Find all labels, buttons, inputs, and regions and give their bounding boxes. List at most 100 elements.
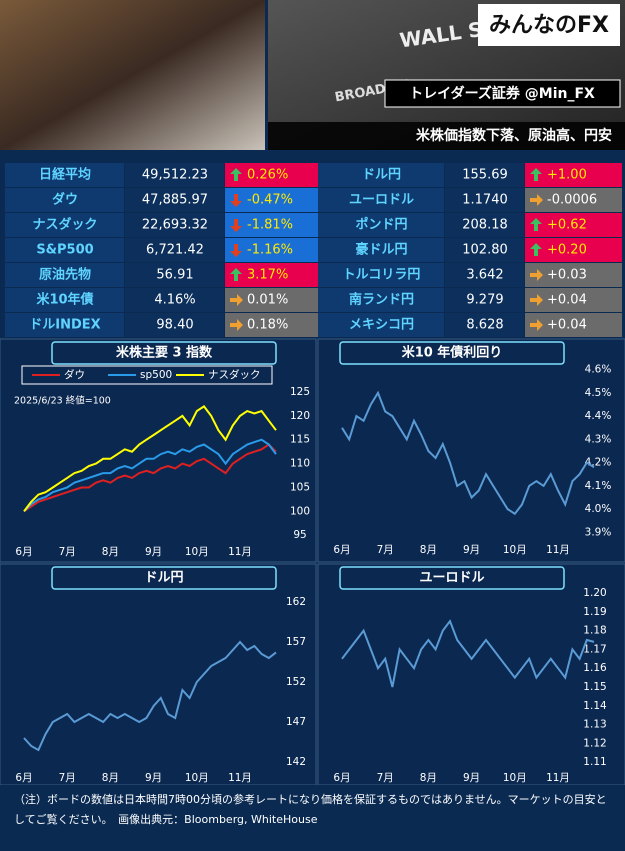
- x-tick-label: 11月: [546, 544, 570, 556]
- name-cell: [318, 263, 444, 287]
- change-arrow: [530, 218, 542, 231]
- change-value: 0.26%: [247, 168, 288, 183]
- market-value: 102.80: [462, 243, 508, 258]
- value-cell: [125, 288, 224, 312]
- y-tick-label: 4.0%: [585, 503, 612, 515]
- y-tick-label: 1.12: [583, 737, 606, 749]
- change-value: +0.04: [547, 293, 587, 308]
- market-value: 8.628: [466, 318, 503, 333]
- market-name: ナスダック: [32, 217, 97, 233]
- account-box: [384, 79, 621, 108]
- chart-title-box: [51, 566, 277, 590]
- x-tick-label: 6月: [333, 544, 350, 556]
- change-cell: [225, 163, 318, 187]
- y-tick-label: 1.11: [583, 756, 606, 768]
- change-arrow: [230, 244, 242, 257]
- line: [341, 619, 595, 688]
- y-tick-label: 162: [286, 596, 306, 608]
- change-cell: [525, 238, 622, 262]
- change-arrow: [530, 294, 543, 306]
- y-tick-label: 1.14: [583, 700, 607, 712]
- market-value: 4.16%: [154, 293, 195, 308]
- x-tick-label: 11月: [228, 546, 252, 558]
- chart-title-box: [51, 341, 277, 365]
- x-tick-label: 7月: [377, 544, 394, 556]
- y-tick-label: 125: [290, 386, 310, 398]
- name-cell: [318, 238, 444, 262]
- y-tick-label: 142: [286, 756, 306, 768]
- market-name: メキシコ円: [349, 318, 414, 333]
- arrow-shape: [530, 319, 543, 331]
- photo: [0, 0, 265, 150]
- x-tick-label: 8月: [102, 546, 119, 558]
- change-arrow: [530, 269, 543, 281]
- x-tick-label: 9月: [145, 546, 162, 558]
- y-tick-label: 4.5%: [585, 387, 612, 399]
- line: [341, 390, 595, 516]
- change-value: 3.17%: [247, 268, 288, 283]
- y-tick-label: 1.19: [583, 606, 606, 618]
- y-tick-label: 1.18: [583, 625, 606, 637]
- change-value: -0.47%: [247, 193, 293, 208]
- value-cell: [445, 238, 524, 262]
- y-tick-label: 110: [290, 458, 310, 470]
- change-arrow: [530, 243, 542, 256]
- change-value: 0.01%: [247, 293, 288, 308]
- x-tick-label: 8月: [420, 772, 437, 784]
- y-tick-label: 115: [290, 434, 310, 446]
- legend-box: [21, 365, 273, 385]
- y-tick-label: 1.15: [583, 681, 606, 693]
- value-cell: [125, 163, 224, 187]
- x-tick-label: 9月: [463, 544, 480, 556]
- y-tick-label: 4.4%: [585, 410, 612, 422]
- arrow-shape: [230, 194, 242, 207]
- x-tick-label: 8月: [102, 772, 119, 784]
- name-cell: [318, 188, 444, 212]
- market-name: ポンド円: [355, 217, 407, 233]
- change-value: +0.03: [547, 268, 587, 283]
- change-arrow: [530, 319, 543, 331]
- legend-label: ナスダック: [208, 368, 261, 381]
- chart-title: ユーロドル: [419, 571, 484, 586]
- y-tick-label: 100: [290, 505, 310, 517]
- change-arrow: [230, 168, 242, 181]
- logo-box: [478, 4, 620, 46]
- arrow-shape: [230, 168, 242, 181]
- market-name: ドル円: [362, 168, 401, 183]
- chart-title-box: [339, 566, 565, 590]
- y-tick-label: 105: [290, 481, 310, 493]
- name-cell: [5, 213, 124, 237]
- arrow-shape: [530, 194, 543, 206]
- change-value: +1.00: [547, 168, 587, 183]
- market-value: 49,512.23: [142, 168, 208, 183]
- x-tick-label: 10月: [185, 772, 209, 784]
- y-tick-label: 1.17: [583, 643, 606, 655]
- line: [23, 405, 277, 512]
- value-cell: [445, 188, 524, 212]
- headline-box: [268, 122, 625, 150]
- market-name: 米10年債: [36, 292, 93, 308]
- x-tick-label: 10月: [503, 772, 527, 784]
- change-arrow: [230, 294, 243, 306]
- market-value: 208.18: [462, 218, 508, 233]
- board: WALL ST BROAD ST みんなのFX トレイダーズ証券 @Min_FX…: [0, 0, 625, 785]
- x-tick-label: 10月: [503, 544, 527, 556]
- market-value: 6,721.42: [146, 243, 204, 258]
- arrow-shape: [530, 294, 543, 306]
- name-cell: [5, 238, 124, 262]
- chart-title: 米株主要 3 指数: [116, 345, 213, 361]
- line: [23, 443, 277, 513]
- value-cell: [445, 288, 524, 312]
- x-tick-label: 9月: [145, 772, 162, 784]
- chart-title: ドル円: [144, 571, 183, 586]
- name-cell: [318, 163, 444, 187]
- change-value: -0.0006: [547, 193, 597, 208]
- value-cell: [445, 313, 524, 337]
- change-cell: [525, 163, 622, 187]
- change-value: +0.20: [547, 243, 587, 258]
- change-value: -1.16%: [247, 243, 293, 258]
- change-cell: [525, 213, 622, 237]
- line: [23, 438, 277, 513]
- value-cell: [125, 213, 224, 237]
- y-tick-label: 4.1%: [585, 480, 612, 492]
